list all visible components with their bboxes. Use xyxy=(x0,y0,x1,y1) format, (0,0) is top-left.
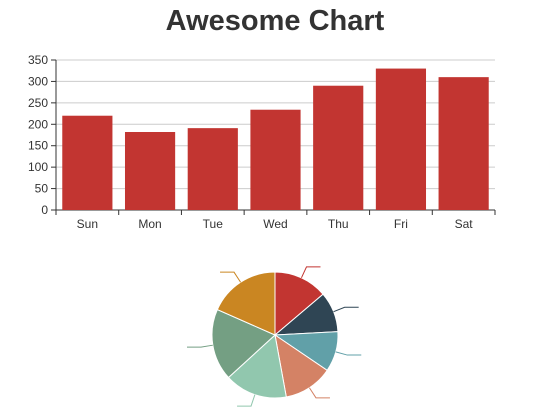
bar-mon xyxy=(124,132,176,210)
pie-leader-line xyxy=(220,271,242,283)
x-tick-label: Wed xyxy=(263,217,287,231)
pie-leader-line xyxy=(237,394,256,407)
bar-fri xyxy=(375,68,427,210)
pie-leader-line xyxy=(335,351,362,356)
x-tick-label: Fri xyxy=(394,217,408,231)
y-tick-label: 50 xyxy=(35,182,49,196)
y-tick-label: 0 xyxy=(41,203,48,217)
pie-leader-line xyxy=(300,266,321,279)
bar-thu xyxy=(313,85,364,210)
y-tick-label: 350 xyxy=(28,53,48,67)
bar-labels: 0 50 100 150 200 250 300 350 Sun Mon Tue Wed Thu Fri S… xyxy=(28,53,473,231)
x-tick-label: Tue xyxy=(203,217,224,231)
pie-slices xyxy=(211,271,339,399)
pie-slice xyxy=(274,271,324,337)
x-tick-label: Sun xyxy=(77,217,98,231)
pie-leader-line xyxy=(308,387,330,399)
x-tick-label: Thu xyxy=(328,217,349,231)
x-tick-label: Sat xyxy=(455,217,474,231)
x-tick-label: Mon xyxy=(138,217,161,231)
y-tick-label: 150 xyxy=(28,139,48,153)
y-tick-label: 250 xyxy=(28,96,48,110)
pie-leaders xyxy=(186,266,362,407)
bar-tue xyxy=(187,128,238,210)
y-tick-label: 200 xyxy=(28,117,48,131)
chart-title: Awesome Chart xyxy=(165,5,385,37)
bar-wed xyxy=(250,109,301,210)
y-tick-label: 300 xyxy=(28,74,48,88)
bar-marks xyxy=(62,68,489,211)
bar-sat xyxy=(438,77,489,211)
pie-leader-line xyxy=(333,306,359,313)
bar-sun xyxy=(62,115,113,210)
y-tick-label: 100 xyxy=(28,160,48,174)
pie-leader-line xyxy=(186,344,213,348)
